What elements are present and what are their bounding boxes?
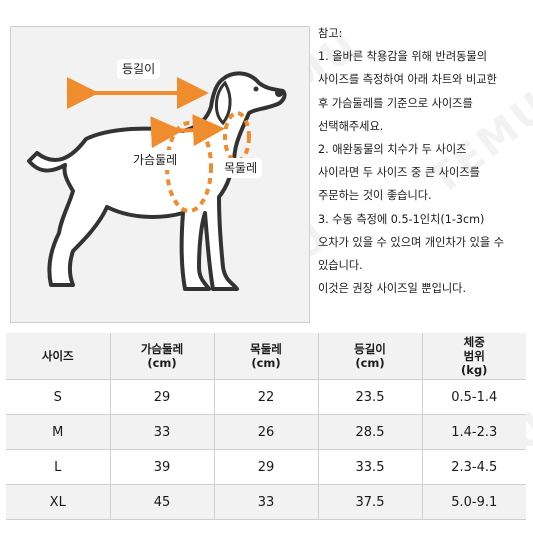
cell-neck: 26	[213, 414, 318, 450]
dog-outline	[27, 71, 287, 291]
table-header-row: 사이즈 가슴둘레 (cm) 목둘레 (cm) 등길이 (cm) 체중 범위 (kg)	[6, 333, 526, 380]
cell-weight: 2.3-4.5	[421, 449, 526, 485]
cell-neck: 33	[213, 484, 318, 520]
notes-line: 선택해주세요.	[318, 119, 384, 133]
cell-chest: 33	[109, 414, 214, 450]
cell-size: S	[6, 379, 110, 415]
header-size: 사이즈	[6, 333, 110, 380]
notes-line: 사이라면 두 사이즈 중 큰 사이즈를	[318, 166, 480, 180]
notes-line: 2. 애완동물의 치수가 두 사이즈	[318, 142, 467, 156]
cell-size: L	[6, 449, 110, 485]
measurement-diagram: 등길이 가슴둘레 목둘레	[10, 26, 310, 323]
cell-neck: 22	[213, 379, 318, 415]
notes-line: 주문하는 것이 좋습니다.	[318, 189, 432, 203]
neck-girth-label: 목둘레	[219, 158, 263, 178]
cell-chest: 29	[109, 379, 214, 415]
notes-line: 있습니다.	[318, 258, 363, 272]
cell-weight: 1.4-2.3	[421, 414, 526, 450]
cell-size: M	[6, 414, 110, 450]
notes-line: 1. 올바른 착용감을 위해 반려동물의	[318, 50, 487, 64]
cell-neck: 29	[213, 449, 318, 485]
table-row: XL 45 33 37.5 5.0-9.1	[6, 484, 526, 520]
cell-back-length: 37.5	[317, 484, 422, 520]
cell-chest: 39	[109, 449, 214, 485]
header-chest: 가슴둘레 (cm)	[109, 333, 214, 380]
cell-back-length: 23.5	[317, 379, 422, 415]
notes-line: 사이즈를 측정하여 아래 차트와 비교한	[318, 73, 497, 87]
cell-weight: 5.0-9.1	[421, 484, 526, 520]
cell-chest: 45	[109, 484, 214, 520]
notes-line: 이것은 권장 사이즈일 뿐입니다.	[318, 282, 467, 296]
header-weight-range: 체중 범위 (kg)	[421, 333, 526, 380]
cell-size: XL	[6, 484, 110, 520]
notes-line: 3. 수동 측정에 0.5-1인치(1-3cm)	[318, 212, 485, 226]
cell-back-length: 33.5	[317, 449, 422, 485]
size-chart-table: 사이즈 가슴둘레 (cm) 목둘레 (cm) 등길이 (cm) 체중 범위 (kg) S …	[6, 333, 526, 520]
header-back-length: 등길이 (cm)	[317, 333, 422, 380]
table-row: L 39 29 33.5 2.3-4.5	[6, 449, 526, 485]
neck-girth-loop	[223, 111, 251, 163]
back-length-label: 등길이	[117, 59, 161, 79]
table-row: S 29 22 23.5 0.5-1.4	[6, 379, 526, 415]
size-notes: 참고: 1. 올바른 착용감을 위해 반려동물의 사이즈를 측정하여 아래 차트…	[318, 22, 530, 300]
chest-girth-label: 가슴둘레	[128, 150, 183, 170]
notes-line: 오차가 있을 수 있으며 개인차가 있을 수	[318, 235, 505, 249]
notes-line: 참고:	[318, 27, 343, 40]
dog-illustration	[27, 71, 287, 291]
header-neck: 목둘레 (cm)	[213, 333, 318, 380]
notes-line: 후 가슴둘레를 기준으로 사이즈를	[318, 96, 473, 110]
cell-back-length: 28.5	[317, 414, 422, 450]
table-row: M 33 26 28.5 1.4-2.3	[6, 414, 526, 450]
cell-weight: 0.5-1.4	[421, 379, 526, 415]
